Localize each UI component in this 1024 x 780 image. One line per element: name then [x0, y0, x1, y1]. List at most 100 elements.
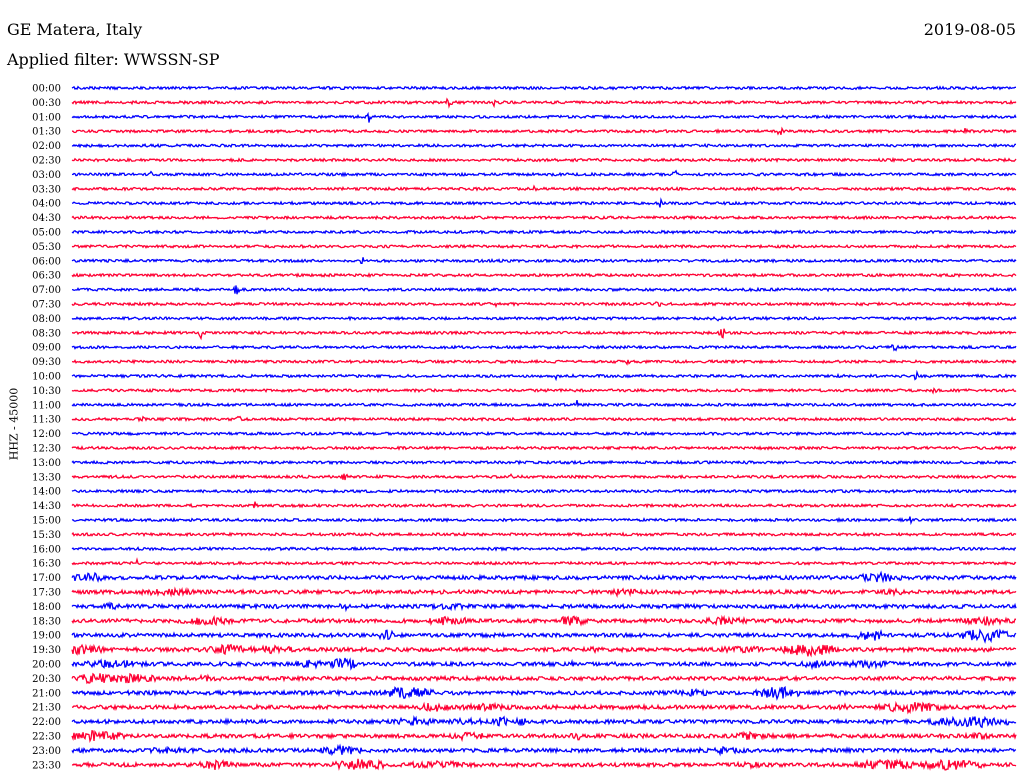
seismic-trace	[71, 488, 1017, 494]
row-time-label: 08:30	[32, 328, 61, 339]
seismic-trace	[72, 126, 1017, 136]
row-time-label: 21:30	[32, 703, 61, 714]
seismic-trace	[71, 369, 1017, 382]
row-time-label: 23:00	[32, 746, 61, 757]
row-time-label: 14:30	[32, 501, 61, 512]
record-date: 2019-08-05	[923, 20, 1016, 39]
row-time-label: 15:30	[32, 530, 61, 541]
row-time-label: 11:00	[32, 400, 61, 411]
row-time-label: 01:00	[32, 112, 61, 123]
seismic-trace	[71, 430, 1017, 437]
seismic-trace	[71, 700, 1017, 715]
seismic-trace	[71, 229, 1017, 235]
row-time-label: 00:00	[32, 84, 61, 95]
seismic-trace	[71, 214, 1017, 221]
seismic-trace	[71, 315, 1017, 322]
seismic-trace	[71, 344, 1017, 352]
row-time-label: 05:00	[32, 228, 61, 239]
seismic-trace	[71, 531, 1017, 538]
row-time-label: 12:00	[32, 429, 61, 440]
row-time-label: 08:00	[32, 314, 61, 325]
seismic-trace	[71, 197, 1017, 208]
row-time-label: 02:30	[32, 156, 61, 167]
seismic-trace	[71, 729, 1017, 744]
row-time-label: 01:30	[32, 127, 61, 138]
seismic-trace	[71, 243, 1017, 250]
row-time-label: 17:30	[32, 588, 61, 599]
row-time-label: 18:30	[32, 616, 61, 627]
row-time-label: 15:00	[32, 516, 61, 527]
seismic-trace	[71, 111, 1017, 123]
row-time-label: 23:30	[32, 760, 61, 771]
seismic-trace	[71, 614, 1017, 627]
row-time-label: 16:00	[32, 544, 61, 555]
row-time-label: 03:00	[32, 170, 61, 181]
seismic-trace	[71, 570, 1017, 584]
seismic-trace	[71, 97, 1017, 109]
row-time-label: 12:30	[32, 444, 61, 455]
row-time-label: 07:00	[32, 285, 61, 296]
seismic-trace	[71, 643, 1017, 658]
seismic-trace	[71, 545, 1017, 552]
row-time-label: 17:00	[32, 573, 61, 584]
row-time-label: 00:30	[32, 98, 61, 109]
row-time-label: 20:00	[32, 660, 61, 671]
seismic-trace	[71, 445, 1017, 451]
row-time-label: 03:30	[32, 184, 61, 195]
seismic-trace	[71, 586, 1017, 599]
row-time-label: 09:30	[32, 357, 61, 368]
seismic-trace	[71, 743, 1017, 757]
row-time-label: 04:30	[32, 213, 61, 224]
row-time-label: 22:30	[32, 732, 61, 743]
seismic-trace	[71, 301, 1017, 309]
row-time-label: 06:30	[32, 271, 61, 282]
seismic-trace	[71, 758, 1017, 771]
seismic-trace	[71, 685, 1017, 701]
row-time-label: 10:30	[32, 386, 61, 397]
seismic-trace	[71, 672, 1017, 685]
row-time-label: 05:30	[32, 242, 61, 253]
row-time-label: 07:30	[32, 300, 61, 311]
seismic-trace	[71, 387, 1017, 395]
row-time-label: 19:30	[32, 645, 61, 656]
seismic-trace	[71, 601, 1017, 613]
seismic-trace	[71, 399, 1017, 408]
row-time-label: 21:00	[32, 688, 61, 699]
row-time-label: 14:00	[32, 487, 61, 498]
seismic-trace	[71, 169, 1017, 178]
seismic-trace	[71, 142, 1017, 149]
seismic-trace	[71, 459, 1017, 466]
seismic-trace	[71, 184, 1017, 192]
row-time-label: 22:00	[32, 717, 61, 728]
row-time-label: 11:30	[32, 415, 61, 426]
seismic-trace	[71, 272, 1017, 279]
seismic-trace	[71, 714, 1017, 729]
seismic-trace	[71, 85, 1016, 91]
row-time-label: 18:00	[32, 602, 61, 613]
row-time-label: 09:00	[32, 343, 61, 354]
row-time-label: 06:00	[32, 256, 61, 267]
station-title: GE Matera, Italy	[7, 20, 143, 39]
seismic-trace	[71, 516, 1017, 526]
seismic-trace	[71, 358, 1017, 366]
seismic-trace	[71, 285, 1017, 295]
seismic-trace	[71, 628, 1017, 644]
row-time-label: 13:30	[32, 472, 61, 483]
seismic-trace	[71, 557, 1017, 567]
row-time-label: 10:00	[32, 372, 61, 383]
seismic-trace	[71, 156, 1017, 164]
filter-label: Applied filter: WWSSN-SP	[7, 50, 220, 69]
row-time-label: 04:00	[32, 199, 61, 210]
row-time-label: 13:00	[32, 458, 61, 469]
seismic-trace	[71, 328, 1017, 341]
row-time-label: 02:00	[32, 141, 61, 152]
row-time-label: 16:30	[32, 559, 61, 570]
seismic-trace	[71, 257, 1017, 265]
row-time-label: 19:00	[32, 631, 61, 642]
row-time-label: 20:30	[32, 674, 61, 685]
seismic-trace	[71, 657, 1017, 671]
seismic-trace	[71, 501, 1017, 509]
seismic-trace	[71, 415, 1017, 423]
seismic-trace	[71, 473, 1017, 481]
